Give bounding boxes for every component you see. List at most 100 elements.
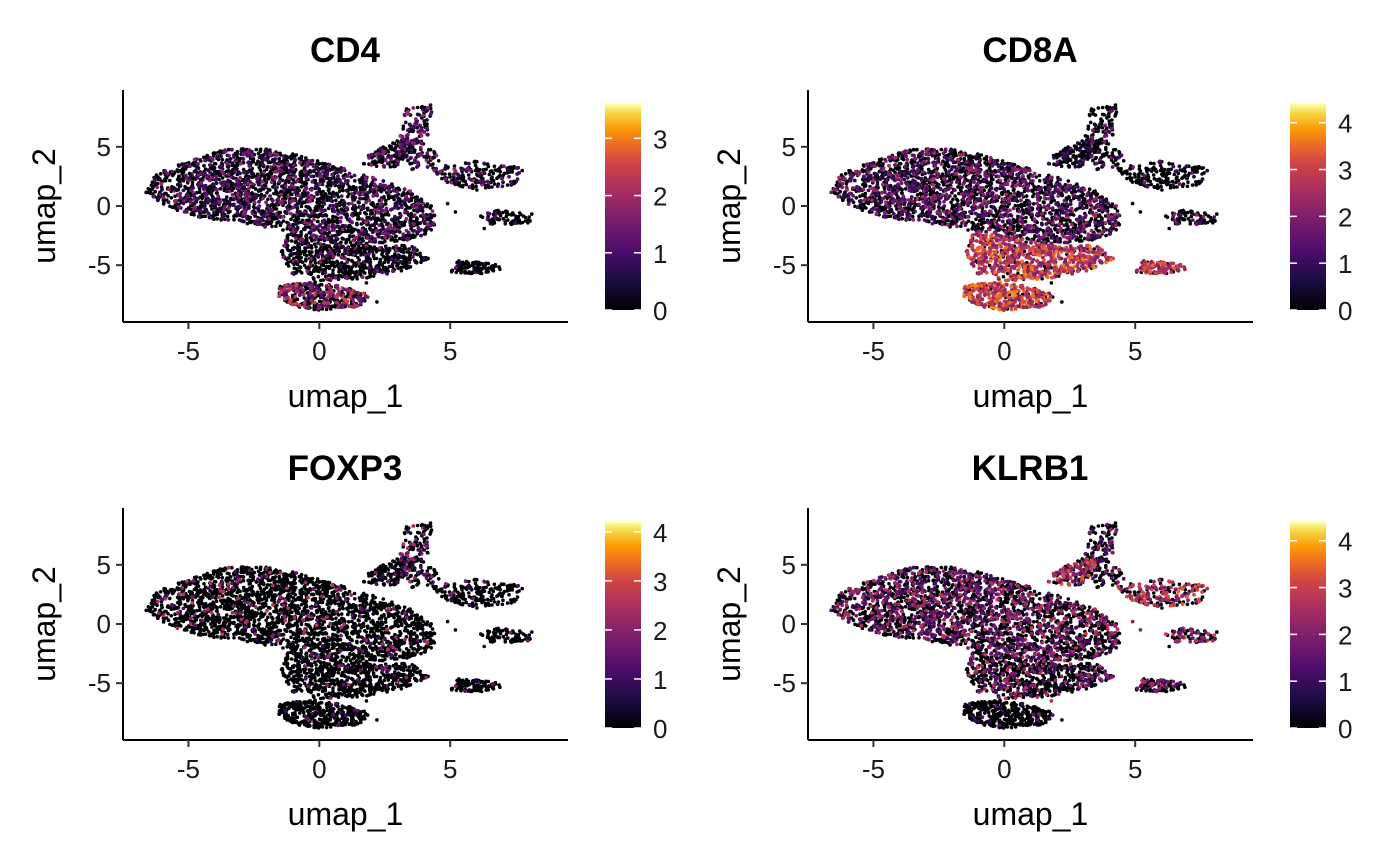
cell-point bbox=[366, 153, 371, 158]
cell-point bbox=[426, 222, 430, 227]
cell-point bbox=[241, 152, 246, 157]
cell-point bbox=[496, 217, 500, 222]
cell-point bbox=[302, 227, 306, 232]
cell-point bbox=[315, 219, 320, 224]
cell-point bbox=[415, 105, 420, 110]
cell-point bbox=[342, 166, 346, 171]
cell-point bbox=[264, 178, 269, 183]
cell-point bbox=[514, 166, 519, 171]
cell-point bbox=[515, 172, 519, 176]
cell-point bbox=[402, 112, 407, 117]
cell-point bbox=[274, 189, 279, 194]
cell-point bbox=[357, 200, 361, 205]
cell-point bbox=[366, 233, 371, 237]
cell-point bbox=[257, 199, 261, 204]
cell-point bbox=[304, 174, 309, 179]
cell-point bbox=[254, 176, 259, 181]
cell-point bbox=[351, 270, 356, 275]
cell-point bbox=[373, 177, 378, 182]
cell-point bbox=[383, 158, 388, 163]
cell-point bbox=[306, 205, 311, 210]
cell-point bbox=[201, 187, 206, 192]
cell-point bbox=[425, 122, 429, 126]
cell-point bbox=[298, 170, 303, 175]
cell-point bbox=[291, 214, 296, 219]
cell-point bbox=[202, 205, 207, 210]
cell-point bbox=[364, 212, 369, 216]
cell-point bbox=[518, 220, 522, 225]
cell-point bbox=[408, 223, 413, 228]
cell-point bbox=[282, 155, 286, 160]
cell-point bbox=[390, 262, 395, 267]
cell-point bbox=[330, 172, 334, 177]
cell-point bbox=[984, 185, 989, 189]
cell-point bbox=[395, 159, 400, 163]
cell-point bbox=[361, 260, 366, 265]
cell-point bbox=[492, 164, 497, 169]
cell-point bbox=[389, 257, 394, 261]
cell-point bbox=[393, 234, 398, 239]
cell-point bbox=[464, 259, 469, 264]
cell-point bbox=[304, 259, 308, 263]
cell-point bbox=[167, 187, 171, 192]
cell-point bbox=[360, 275, 365, 280]
cell-point bbox=[284, 211, 289, 216]
y-tick-label: 5 bbox=[97, 132, 111, 162]
cell-point bbox=[187, 207, 192, 211]
cell-point bbox=[295, 179, 300, 183]
cell-point bbox=[251, 205, 256, 209]
cell-point bbox=[231, 176, 236, 180]
cell-point bbox=[1031, 202, 1036, 206]
cell-point bbox=[333, 241, 338, 246]
cell-point bbox=[386, 155, 390, 159]
cell-point bbox=[445, 180, 450, 185]
cell-point bbox=[252, 200, 257, 205]
cell-point bbox=[843, 172, 848, 176]
cell-point bbox=[380, 187, 385, 192]
cell-point bbox=[237, 171, 242, 176]
cell-point bbox=[387, 247, 392, 252]
cell-point bbox=[402, 187, 407, 192]
cell-point bbox=[246, 181, 251, 186]
cell-point bbox=[424, 126, 429, 131]
cell-point bbox=[302, 250, 307, 255]
cell-point bbox=[404, 140, 409, 145]
cell-point bbox=[317, 162, 322, 166]
cell-point bbox=[405, 136, 410, 141]
cell-point bbox=[445, 201, 450, 206]
cell-point bbox=[320, 165, 325, 170]
cell-point bbox=[326, 264, 331, 269]
cell-point bbox=[286, 248, 291, 253]
cell-point bbox=[379, 198, 384, 202]
cell-point bbox=[426, 106, 431, 110]
cell-point bbox=[255, 179, 260, 184]
cell-point bbox=[381, 240, 385, 245]
cell-point bbox=[298, 161, 302, 165]
cell-point bbox=[366, 190, 370, 195]
cell-point bbox=[302, 301, 307, 305]
cell-point bbox=[299, 230, 303, 234]
point-layer bbox=[829, 103, 1219, 312]
cell-point bbox=[327, 230, 332, 235]
cell-point bbox=[303, 187, 308, 192]
cell-point bbox=[267, 217, 272, 222]
cell-point bbox=[242, 170, 247, 175]
cell-point bbox=[330, 260, 335, 265]
cell-point bbox=[425, 165, 430, 169]
cell-point bbox=[290, 271, 295, 276]
cell-point bbox=[354, 235, 359, 240]
cell-point bbox=[404, 228, 409, 233]
cell-point bbox=[378, 182, 383, 187]
cell-point bbox=[422, 256, 427, 261]
cell-point bbox=[399, 205, 404, 210]
cell-point bbox=[334, 294, 338, 299]
cell-point bbox=[382, 260, 387, 265]
cell-point bbox=[475, 159, 479, 164]
cell-point bbox=[1038, 179, 1042, 183]
cell-point bbox=[409, 150, 414, 155]
cell-point bbox=[317, 299, 322, 304]
cell-point bbox=[343, 250, 347, 255]
cell-point bbox=[348, 289, 353, 293]
cell-point bbox=[283, 240, 288, 245]
cell-point bbox=[155, 185, 160, 190]
